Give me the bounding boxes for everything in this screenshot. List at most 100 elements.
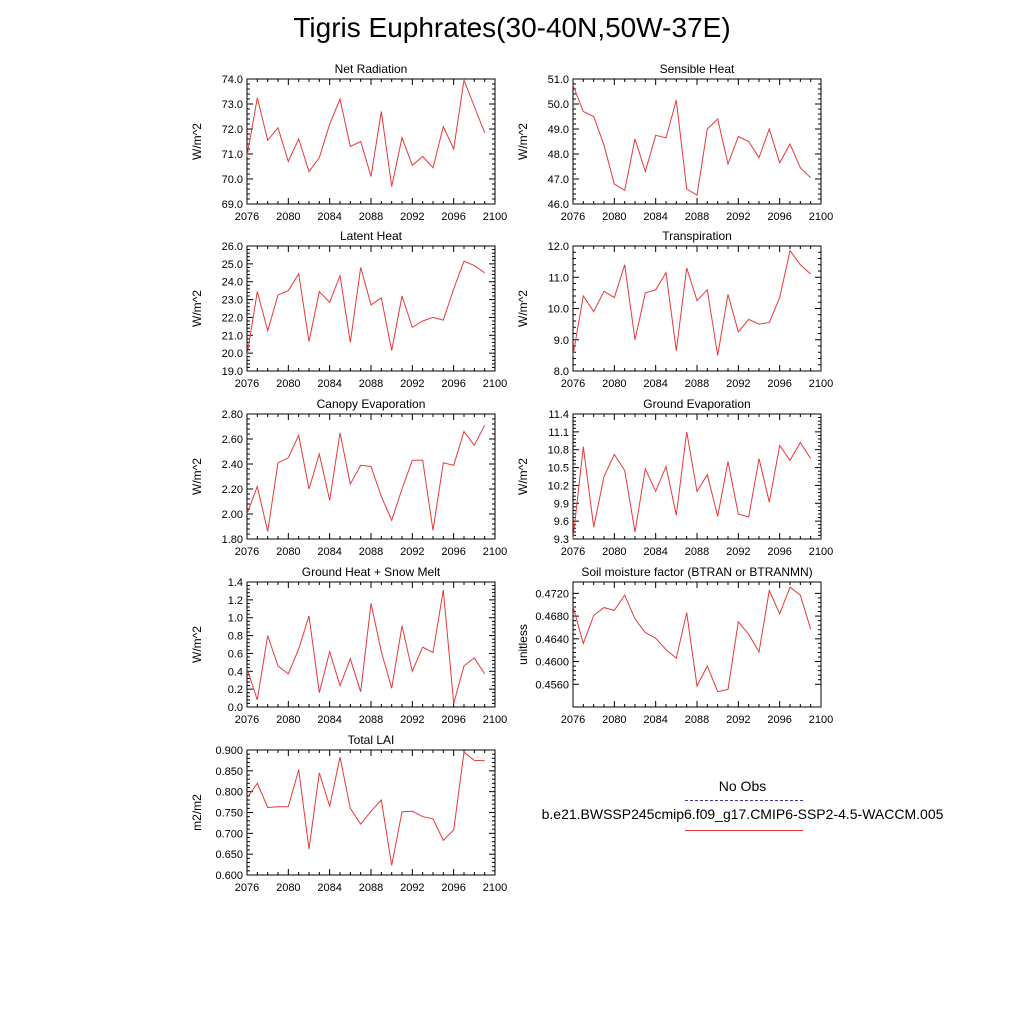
data-point bbox=[645, 292, 646, 293]
data-point bbox=[676, 515, 677, 516]
data-point bbox=[593, 116, 594, 117]
data-point bbox=[298, 139, 299, 140]
panel-title: Ground Heat + Snow Melt bbox=[302, 565, 441, 579]
x-tick-label: 2100 bbox=[483, 882, 507, 894]
y-tick-label: 49.0 bbox=[548, 124, 569, 136]
data-point bbox=[309, 341, 310, 342]
data-point bbox=[247, 797, 248, 798]
data-point bbox=[748, 319, 749, 320]
data-point bbox=[381, 297, 382, 298]
x-tick-label: 2100 bbox=[483, 714, 507, 726]
data-point bbox=[247, 668, 248, 669]
data-point bbox=[309, 615, 310, 616]
panel-title: Ground Evaporation bbox=[643, 397, 750, 411]
y-tick-label: 74.0 bbox=[222, 74, 243, 86]
data-point bbox=[717, 119, 718, 120]
y-tick-label: 21.0 bbox=[222, 330, 243, 342]
data-point bbox=[474, 106, 475, 107]
y-tick-label: 1.80 bbox=[222, 534, 243, 546]
data-point bbox=[288, 290, 289, 291]
data-point bbox=[474, 445, 475, 446]
data-point bbox=[288, 161, 289, 162]
y-axis-label: W/m^2 bbox=[190, 123, 204, 160]
data-point bbox=[686, 267, 687, 268]
data-point bbox=[769, 322, 770, 323]
data-point bbox=[759, 651, 760, 652]
x-tick-label: 2076 bbox=[561, 546, 585, 558]
y-tick-label: 0.800 bbox=[215, 787, 243, 799]
data-point bbox=[350, 146, 351, 147]
data-point bbox=[350, 342, 351, 343]
x-tick-label: 2080 bbox=[602, 378, 626, 390]
x-tick-label: 2096 bbox=[441, 882, 465, 894]
panel-title: Soil moisture factor (BTRAN or BTRANMN) bbox=[581, 565, 812, 579]
data-point bbox=[319, 291, 320, 292]
panel-0: 2076 2080 2084 2088 2092 2096 2100 69.0 70.0 71.0… bbox=[190, 62, 507, 223]
panel-title: Total LAI bbox=[348, 733, 395, 747]
data-point bbox=[717, 691, 718, 692]
y-tick-label: 70.0 bbox=[222, 174, 243, 186]
data-point bbox=[329, 806, 330, 807]
panel-6: 2076 2080 2084 2088 2092 2096 2100 0.0 0.2 0.4 0.6… bbox=[190, 565, 507, 726]
y-tick-label: 22.0 bbox=[222, 312, 243, 324]
x-tick-label: 2092 bbox=[400, 882, 424, 894]
plot-frame bbox=[246, 78, 496, 205]
data-point bbox=[402, 137, 403, 138]
data-point bbox=[422, 321, 423, 322]
y-tick-label: 0.700 bbox=[215, 828, 243, 840]
panel-title: Canopy Evaporation bbox=[317, 397, 426, 411]
y-axis-label: W/m^2 bbox=[516, 290, 530, 327]
y-axis-label: W/m^2 bbox=[516, 123, 530, 160]
data-point bbox=[697, 300, 698, 301]
data-point bbox=[453, 703, 454, 704]
data-point bbox=[474, 760, 475, 761]
data-point bbox=[257, 699, 258, 700]
plot-frame bbox=[246, 413, 496, 540]
data-point bbox=[360, 141, 361, 142]
series-line bbox=[246, 425, 486, 532]
data-point bbox=[676, 658, 677, 659]
data-point bbox=[604, 291, 605, 292]
y-tick-label: 48.0 bbox=[548, 149, 569, 161]
data-point bbox=[655, 638, 656, 639]
x-tick-label: 2088 bbox=[685, 714, 709, 726]
data-point bbox=[484, 132, 485, 133]
data-point bbox=[412, 811, 413, 812]
y-tick-label: 0.4600 bbox=[535, 657, 569, 669]
y-tick-label: 46.0 bbox=[548, 199, 569, 211]
data-point bbox=[257, 291, 258, 292]
x-tick-label: 2092 bbox=[726, 378, 750, 390]
series-line bbox=[572, 249, 812, 356]
legend-model-line bbox=[685, 830, 803, 831]
x-tick-label: 2080 bbox=[276, 546, 300, 558]
panel-8: 2076 2080 2084 2088 2092 2096 2100 0.600 0.650 0.… bbox=[190, 733, 507, 894]
data-point bbox=[573, 606, 574, 607]
data-point bbox=[593, 615, 594, 616]
x-tick-label: 2096 bbox=[441, 211, 465, 223]
x-tick-label: 2088 bbox=[359, 546, 383, 558]
data-point bbox=[288, 806, 289, 807]
x-tick-label: 2084 bbox=[317, 546, 341, 558]
y-tick-label: 24.0 bbox=[222, 277, 243, 289]
data-point bbox=[402, 296, 403, 297]
data-point bbox=[759, 324, 760, 325]
legend: No Obs b.e21.BWSSP245cmip6.f09_g17.CMIP6… bbox=[530, 778, 950, 838]
data-point bbox=[360, 465, 361, 466]
data-point bbox=[738, 331, 739, 332]
data-point bbox=[350, 808, 351, 809]
data-point bbox=[697, 685, 698, 686]
data-point bbox=[645, 171, 646, 172]
panel-3: 2076 2080 2084 2088 2092 2096 2100 8.0 9.0 10.0 11… bbox=[516, 229, 833, 390]
data-point bbox=[422, 460, 423, 461]
plot-frame bbox=[572, 78, 822, 205]
y-axis-label: unitless bbox=[516, 624, 530, 665]
data-point bbox=[329, 500, 330, 501]
data-point bbox=[391, 186, 392, 187]
y-tick-label: 9.9 bbox=[554, 498, 569, 510]
data-point bbox=[422, 647, 423, 648]
data-point bbox=[453, 465, 454, 466]
x-tick-label: 2096 bbox=[767, 378, 791, 390]
data-point bbox=[666, 137, 667, 138]
y-tick-label: 9.6 bbox=[554, 516, 569, 528]
panel-7: 2076 2080 2084 2088 2092 2096 2100 0.4560 0.4600… bbox=[516, 565, 833, 726]
